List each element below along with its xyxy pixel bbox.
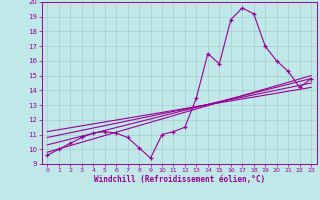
X-axis label: Windchill (Refroidissement éolien,°C): Windchill (Refroidissement éolien,°C): [94, 175, 265, 184]
